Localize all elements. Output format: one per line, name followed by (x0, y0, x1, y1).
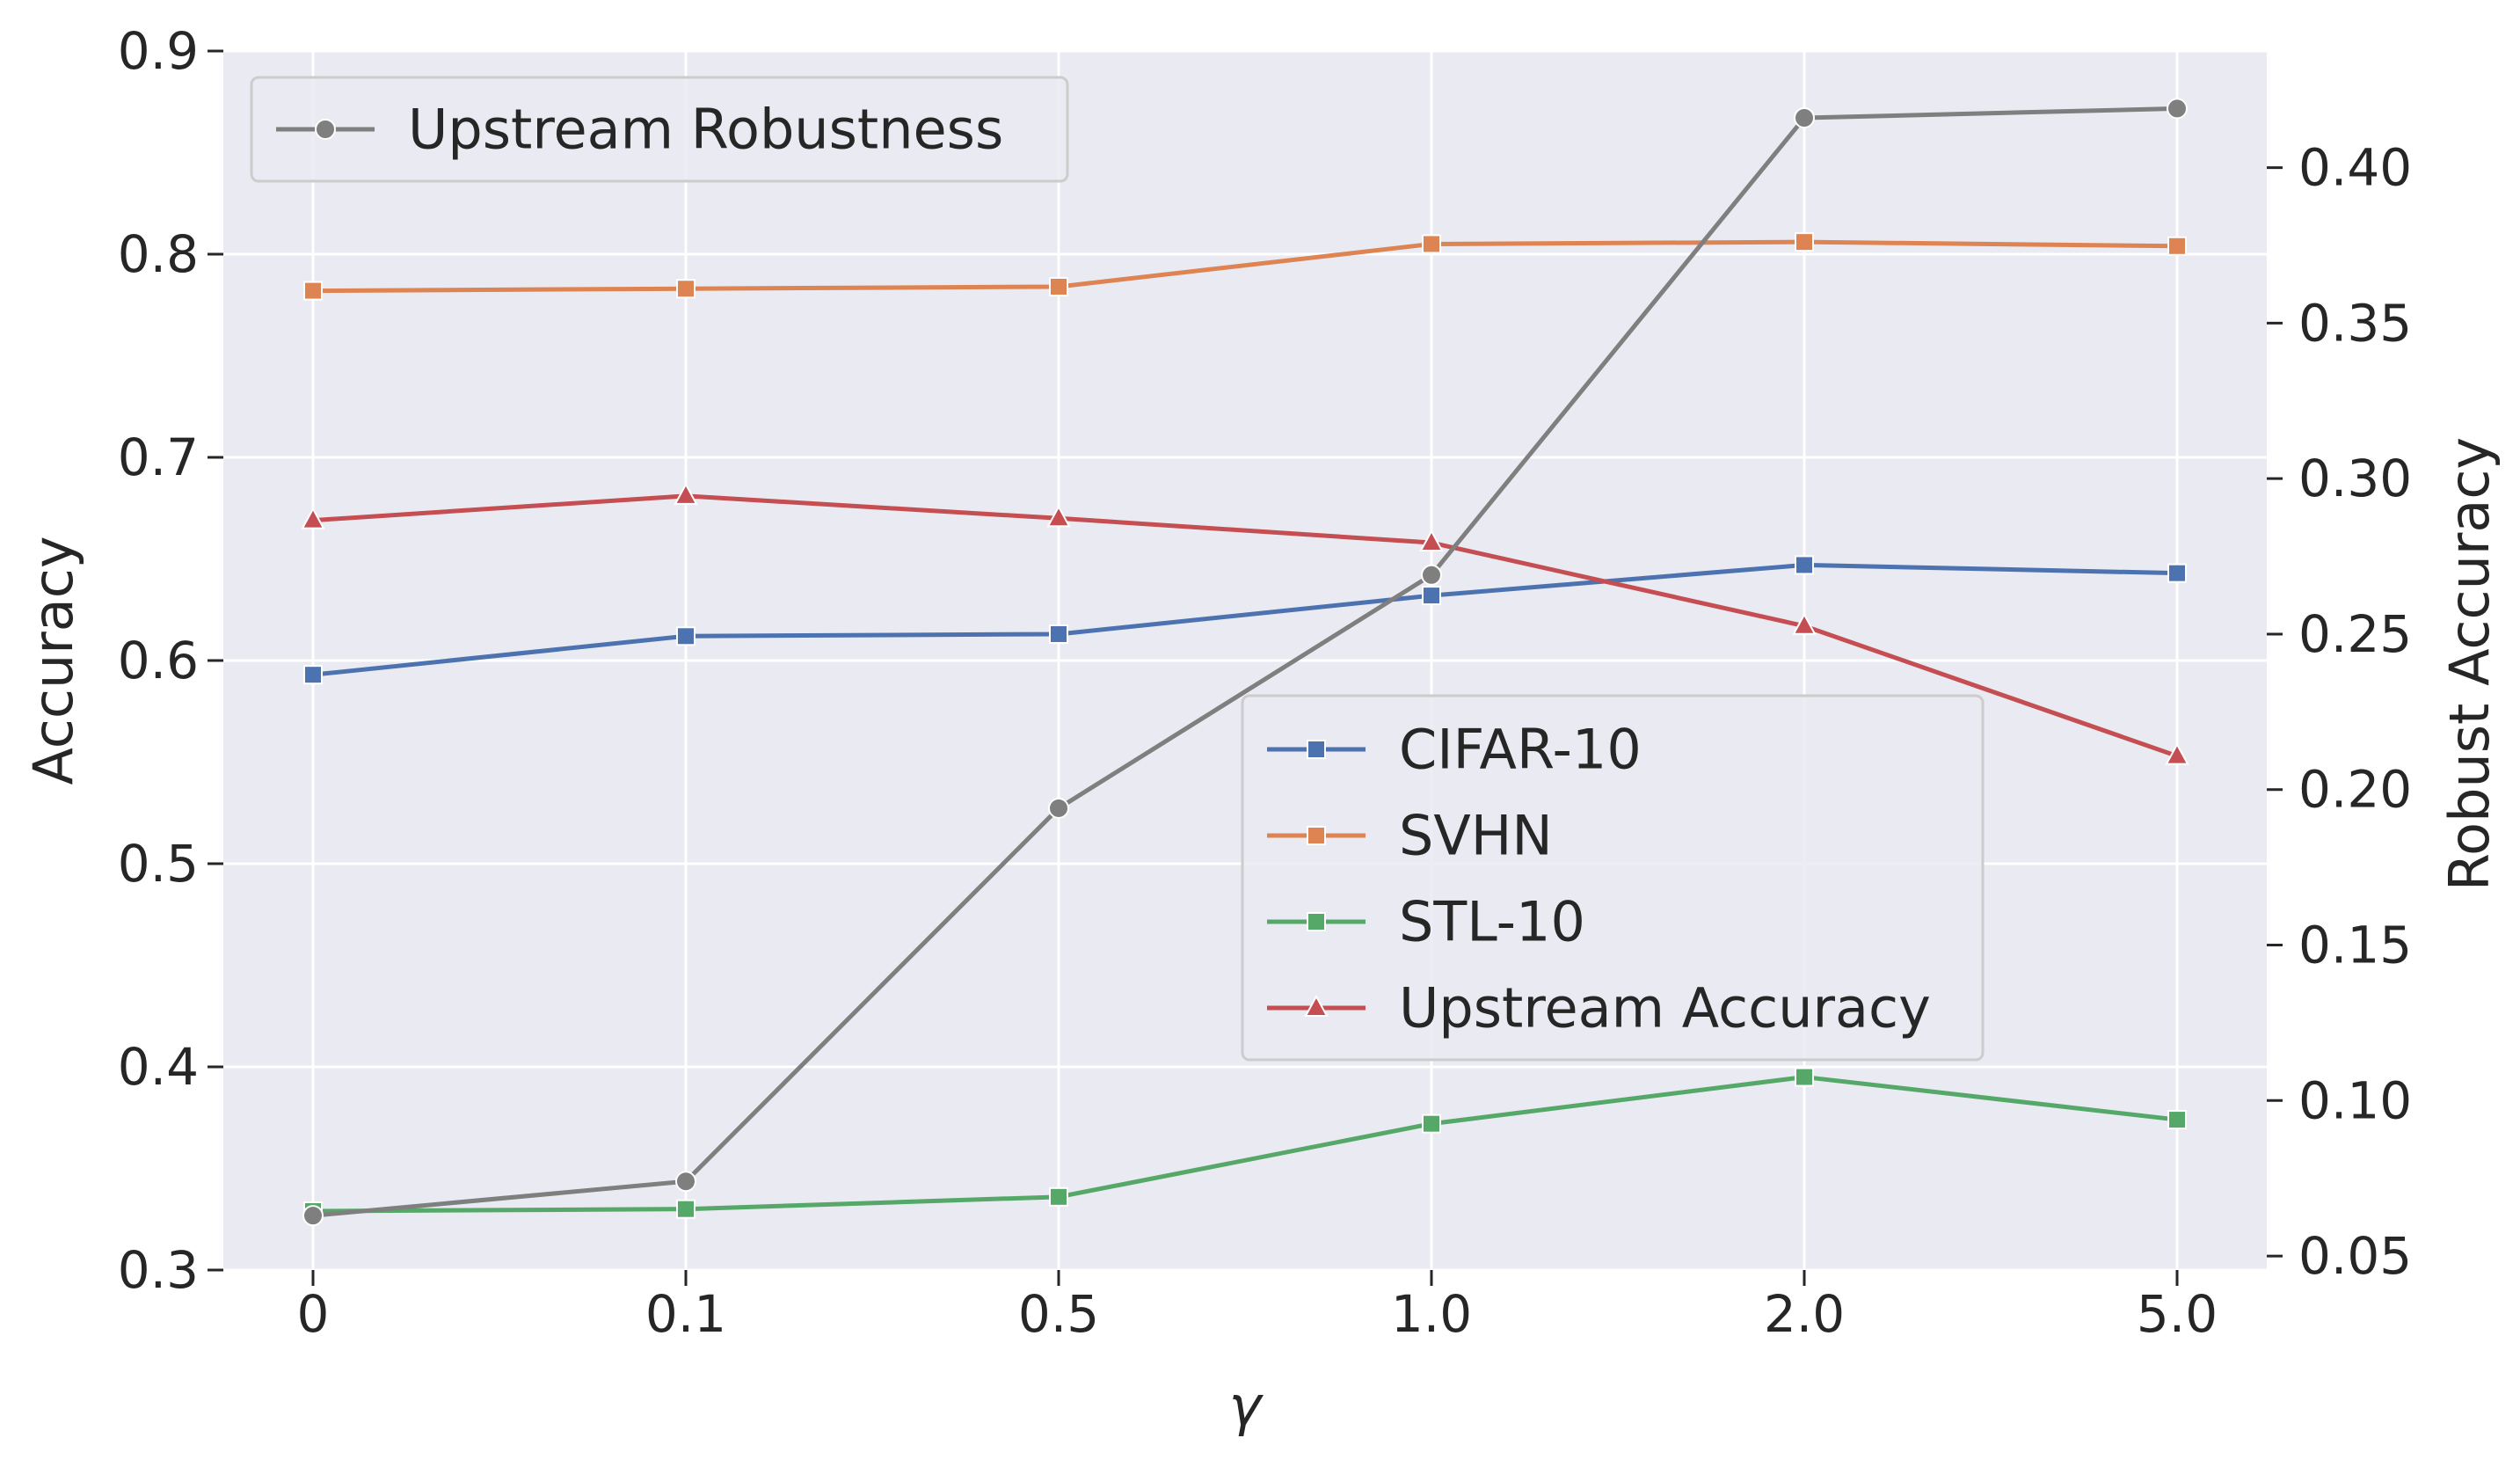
data-point-cifar-10 (2167, 563, 2187, 583)
legend-top-left: Upstream Robustness (250, 76, 1069, 183)
y-left-tick-label: 0.3 (118, 1240, 199, 1300)
legend-marker (1307, 826, 1326, 845)
x-tick-label: 0 (297, 1284, 330, 1344)
y-left-tick-label: 0.7 (118, 427, 199, 487)
x-axis-title: γ (1229, 1374, 1264, 1438)
data-point-cifar-10 (1049, 624, 1068, 644)
legend-label: Upstream Accuracy (1399, 976, 1931, 1040)
data-point-svhn (2167, 236, 2187, 256)
legend-marker (1307, 740, 1326, 759)
legend-label: STL-10 (1399, 890, 1585, 954)
data-point-upstream-robustness (1421, 564, 1442, 586)
series-layer (301, 98, 2189, 1227)
y-left-tick-label: 0.9 (118, 21, 199, 81)
data-point-upstream-accuracy (1792, 612, 1817, 635)
data-point-upstream-accuracy (674, 482, 698, 505)
axes: 0.30.40.50.60.70.80.90.050.100.150.200.2… (21, 21, 2502, 1438)
y-right-tick-label: 0.05 (2298, 1226, 2412, 1286)
y-right-tick-label: 0.40 (2298, 138, 2412, 198)
data-point-upstream-robustness (302, 1205, 324, 1227)
y-left-tick-label: 0.5 (118, 834, 199, 894)
y-right-tick-label: 0.20 (2298, 760, 2412, 820)
x-tick-label: 0.1 (645, 1284, 726, 1344)
data-point-svhn (303, 281, 323, 301)
series-line-stl-10 (312, 1075, 2178, 1214)
data-point-svhn (1049, 276, 1068, 296)
data-point-upstream-accuracy (301, 507, 325, 529)
legend-frame (250, 76, 1069, 183)
data-point-cifar-10 (1422, 586, 1441, 606)
y-right-tick-label: 0.10 (2298, 1070, 2412, 1130)
data-point-svhn (1422, 234, 1441, 254)
legends: Upstream Robustness CIFAR-10 SVHN STL-10 Ups… (250, 76, 1985, 1062)
y-left-tick-label: 0.8 (118, 224, 199, 284)
y-right-axis-title: Robust Accuracy (2437, 437, 2502, 891)
series-line-upstream-accuracy (312, 493, 2178, 758)
y-right-tick-label: 0.25 (2298, 604, 2412, 664)
legend-center-right: CIFAR-10 SVHN STL-10 Upstream Accuracy (1241, 694, 1985, 1062)
y-right-tick-label: 0.15 (2298, 916, 2412, 975)
data-point-stl-10 (1422, 1113, 1441, 1134)
y-left-axis-title: Accuracy (21, 536, 85, 785)
legend-label: CIFAR-10 (1399, 718, 1642, 782)
data-point-svhn (676, 279, 696, 299)
y-left-tick-label: 0.6 (118, 631, 199, 690)
data-point-cifar-10 (1795, 555, 1814, 575)
legend-frame (1241, 694, 1985, 1062)
legend-label: Upstream Robustness (408, 98, 1003, 162)
data-point-cifar-10 (303, 665, 323, 685)
data-point-cifar-10 (676, 626, 696, 646)
y-left-tick-label: 0.4 (118, 1037, 199, 1097)
data-point-stl-10 (676, 1199, 696, 1219)
data-point-stl-10 (1049, 1186, 1068, 1207)
data-point-stl-10 (1795, 1067, 1814, 1087)
data-point-upstream-robustness (675, 1171, 696, 1193)
data-point-svhn (1795, 232, 1814, 252)
data-point-stl-10 (2167, 1110, 2187, 1130)
legend-label: SVHN (1399, 804, 1553, 868)
data-point-upstream-accuracy (2165, 742, 2189, 765)
data-point-upstream-robustness (1794, 107, 1815, 129)
x-tick-label: 2.0 (1764, 1284, 1845, 1344)
x-tick-label: 1.0 (1391, 1284, 1472, 1344)
data-point-upstream-robustness (1048, 797, 1069, 819)
legend-marker (1304, 994, 1329, 1017)
series-line-cifar-10 (312, 562, 2178, 677)
legend-marker (315, 119, 336, 140)
series-line-upstream-robustness (312, 106, 2178, 1218)
series-line-svhn (312, 239, 2178, 294)
legend-marker (1307, 912, 1326, 931)
data-point-upstream-robustness (2167, 98, 2188, 120)
y-right-tick-label: 0.35 (2298, 293, 2412, 353)
y-right-tick-label: 0.30 (2298, 449, 2412, 508)
data-point-upstream-accuracy (1046, 505, 1071, 528)
data-point-upstream-accuracy (1419, 529, 1444, 552)
x-tick-label: 0.5 (1018, 1284, 1099, 1344)
x-tick-label: 5.0 (2137, 1284, 2218, 1344)
